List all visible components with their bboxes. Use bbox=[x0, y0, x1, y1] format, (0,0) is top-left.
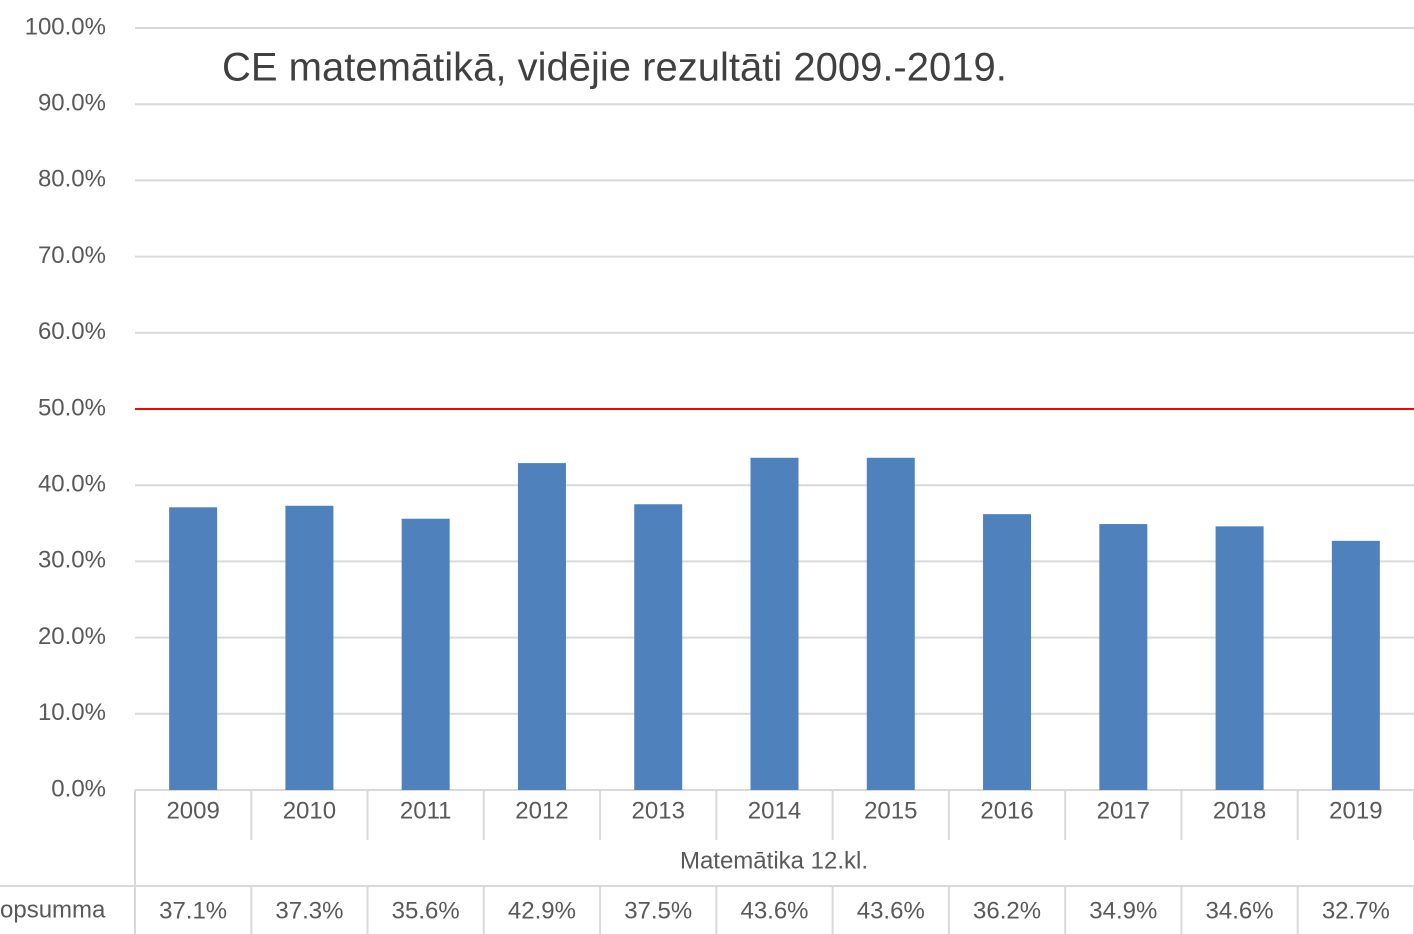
y-tick-label: 100.0% bbox=[25, 13, 106, 40]
bar bbox=[169, 507, 218, 790]
table-value: 43.6% bbox=[857, 897, 925, 924]
x-tick-label: 2014 bbox=[748, 797, 801, 824]
bar bbox=[866, 457, 915, 790]
x-tick-label: 2018 bbox=[1213, 797, 1266, 824]
bar bbox=[1099, 524, 1148, 790]
y-tick-label: 40.0% bbox=[38, 471, 106, 498]
y-tick-label: 20.0% bbox=[38, 623, 106, 650]
table-row-label: opsumma bbox=[0, 896, 106, 923]
x-tick-label: 2019 bbox=[1329, 797, 1382, 824]
y-tick-label: 30.0% bbox=[38, 547, 106, 574]
table-value: 43.6% bbox=[740, 897, 808, 924]
table-value: 37.1% bbox=[159, 897, 227, 924]
table-value: 36.2% bbox=[973, 897, 1041, 924]
chart-title: CE matemātikā, vidējie rezultāti 2009.-2… bbox=[222, 46, 1007, 90]
x-tick-label: 2009 bbox=[166, 797, 219, 824]
table-value: 37.3% bbox=[275, 897, 343, 924]
table-value: 35.6% bbox=[392, 897, 460, 924]
bar bbox=[401, 518, 450, 790]
table-value: 32.7% bbox=[1322, 897, 1390, 924]
table-value: 34.9% bbox=[1089, 897, 1157, 924]
x-tick-label: 2016 bbox=[980, 797, 1033, 824]
y-tick-label: 80.0% bbox=[38, 166, 106, 193]
bar bbox=[750, 457, 799, 790]
x-tick-label: 2012 bbox=[515, 797, 568, 824]
x-tick-label: 2013 bbox=[632, 797, 685, 824]
bar bbox=[1215, 526, 1264, 790]
x-group-label: Matemātika 12.kl. bbox=[680, 847, 868, 874]
bar bbox=[1331, 540, 1380, 790]
y-tick-label: 60.0% bbox=[38, 318, 106, 345]
x-tick-label: 2010 bbox=[283, 797, 336, 824]
bar bbox=[285, 505, 334, 790]
table-value: 37.5% bbox=[624, 897, 692, 924]
y-tick-label: 50.0% bbox=[38, 394, 106, 421]
table-value: 34.6% bbox=[1206, 897, 1274, 924]
x-tick-label: 2011 bbox=[400, 797, 452, 824]
x-tick-label: 2017 bbox=[1097, 797, 1150, 824]
bar bbox=[983, 514, 1032, 790]
y-tick-label: 70.0% bbox=[38, 242, 106, 269]
bar bbox=[517, 463, 566, 790]
table-value: 42.9% bbox=[508, 897, 576, 924]
y-tick-label: 90.0% bbox=[38, 90, 106, 117]
x-tick-label: 2015 bbox=[864, 797, 917, 824]
y-tick-label: 0.0% bbox=[51, 775, 106, 802]
y-tick-label: 10.0% bbox=[38, 699, 106, 726]
bar bbox=[634, 504, 683, 790]
